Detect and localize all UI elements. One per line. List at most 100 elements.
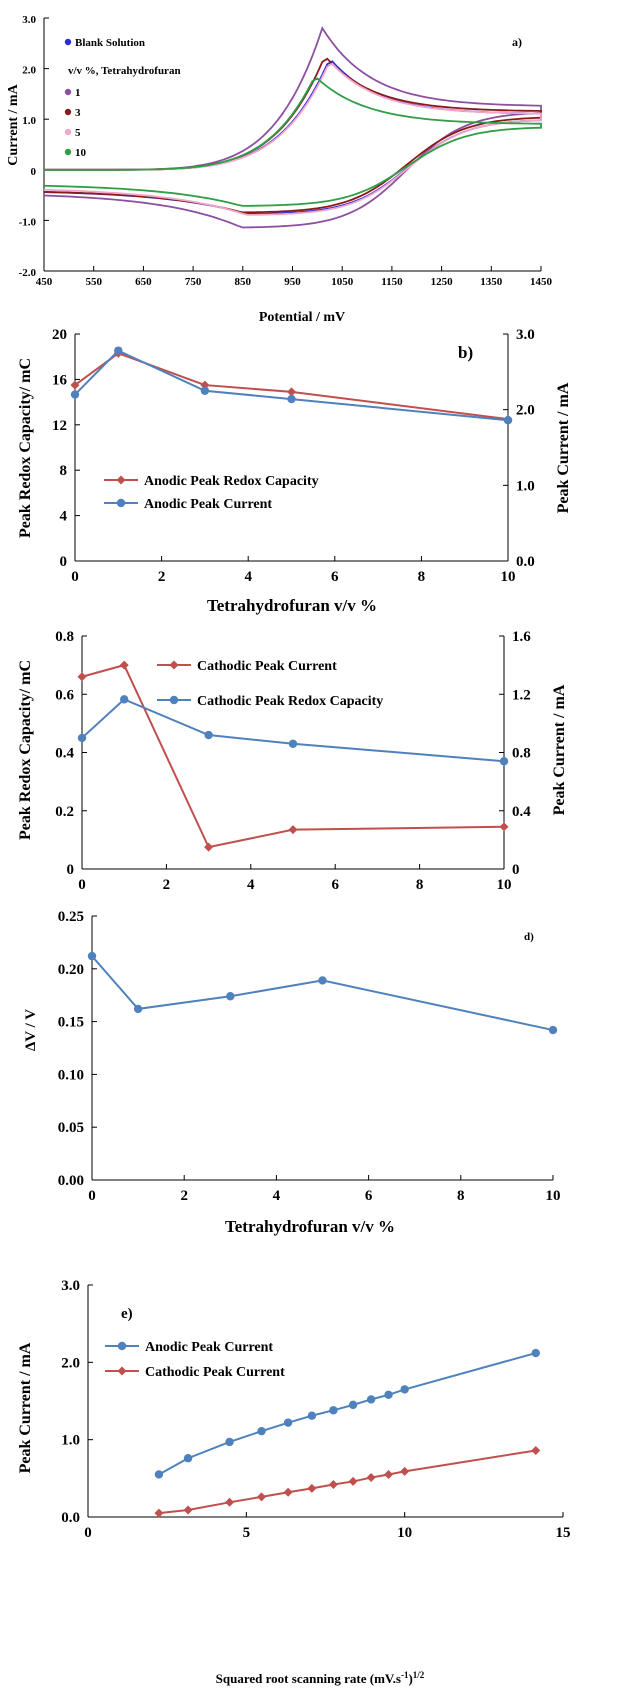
y-tick-label: 0.20	[58, 962, 84, 978]
legend-marker	[64, 88, 72, 96]
x-tick-label: 2	[180, 1188, 188, 1204]
x-tick-label: 0	[88, 1188, 96, 1204]
data-point	[225, 1437, 234, 1447]
voltammogram-curve	[43, 62, 542, 216]
data-point	[283, 1418, 293, 1427]
data-point	[200, 386, 210, 395]
legend-label: 3	[75, 107, 81, 119]
panel-label: a)	[512, 35, 522, 49]
legend-label: Anodic Peak Current	[144, 497, 272, 512]
data-point	[120, 695, 129, 704]
legend-label: Anodic Peak Current	[145, 1340, 273, 1355]
data-point	[154, 1470, 164, 1479]
panel-label: b)	[458, 343, 473, 362]
x-tick-label: 0	[84, 1525, 92, 1541]
x-axis-title: Squared root scanning rate (mV.s-1)1/2	[216, 1670, 425, 1686]
x-tick-label: 0	[71, 569, 79, 585]
y2-tick-label: 1.6	[512, 629, 531, 645]
legend-label: 1	[75, 87, 81, 99]
delta-v-chart: 0 2 4 6 8 10 0.00 0.05 0.10 0.15 0.20 0.25 d) ΔV / V T…	[23, 909, 561, 1236]
data-point	[531, 1445, 541, 1455]
data-point	[328, 1480, 338, 1490]
y-tick-label: 0.4	[55, 746, 74, 762]
voltammogram-curve	[43, 60, 542, 215]
legend-label: Cathodic Peak Current	[197, 659, 337, 674]
legend-marker	[169, 695, 179, 705]
x-tick-label: 550	[85, 276, 102, 288]
data-point	[70, 390, 80, 399]
axis-title-part: )	[408, 1671, 412, 1686]
y-axis-title: Peak Current / mA	[17, 1342, 34, 1473]
x-tick-label: 950	[284, 276, 301, 288]
y-tick-label: 4	[60, 509, 68, 525]
data-point	[77, 733, 87, 743]
y-tick-label: 0.25	[58, 909, 84, 925]
y-axis-title: Current / mA	[6, 83, 21, 165]
voltammogram-curve	[43, 77, 542, 207]
data-point	[183, 1454, 193, 1463]
data-point	[283, 1487, 293, 1497]
y-tick-label: -1.0	[19, 216, 37, 228]
x-tick-label: 4	[244, 569, 252, 585]
axis-title-superscript: -1	[401, 1670, 409, 1680]
legend-label: Blank Solution	[75, 37, 145, 49]
y-tick-label: 2.0	[61, 1355, 80, 1371]
y-tick-label: 0.2	[55, 804, 74, 820]
x-tick-label: 4	[273, 1188, 281, 1204]
data-point	[226, 992, 235, 1001]
x-tick-label: 650	[135, 276, 152, 288]
y-tick-label: 3.0	[61, 1278, 80, 1294]
y-axis-title: Peak Redox Capacity/ mC	[17, 358, 34, 538]
y-tick-label: 0.00	[58, 1173, 84, 1189]
x-tick-label: 1150	[381, 276, 403, 288]
data-point	[257, 1492, 267, 1502]
y2-tick-label: 0.4	[512, 804, 531, 820]
legend-label: Anodic Peak Redox Capacity	[144, 474, 319, 489]
data-point	[499, 822, 509, 832]
data-point	[287, 387, 296, 397]
data-point	[288, 825, 298, 835]
y2-tick-label: 2.0	[516, 403, 535, 419]
x-tick-label: 850	[235, 276, 252, 288]
y-tick-label: 8	[60, 463, 68, 479]
y-tick-label: 0.10	[58, 1067, 84, 1083]
x-axis-title: Tetrahydrofuran v/v %	[207, 596, 377, 615]
cyclic-voltammetry-chart: 450 550 650 750 850 950 1050 1150 1250 1350 1450-2…	[6, 14, 553, 325]
x-tick-label: 2	[158, 569, 166, 585]
y2-tick-label: 0	[512, 862, 520, 878]
data-point	[133, 1004, 143, 1014]
data-point	[87, 951, 97, 961]
x-tick-label: 1350	[480, 276, 503, 288]
y-tick-label: -2.0	[19, 267, 37, 279]
legend-label: Cathodic Peak Redox Capacity	[197, 694, 383, 709]
series-line	[74, 352, 509, 421]
chart-a-panel: 450 550 650 750 850 950 1050 1150 1250 1350 1450 -2…	[0, 0, 617, 330]
data-point	[288, 739, 298, 748]
legend-title: v/v %, Tetrahydrofuran	[68, 65, 181, 77]
x-tick-label: 10	[397, 1525, 412, 1541]
data-point	[384, 1390, 393, 1400]
x-tick-label: 750	[185, 276, 202, 288]
data-point	[307, 1483, 317, 1493]
legend-marker	[64, 108, 72, 116]
y2-tick-label: 0.0	[516, 554, 535, 570]
x-tick-label: 4	[247, 877, 255, 893]
y2-tick-label: 1.2	[512, 687, 531, 703]
x-tick-label: 1250	[431, 276, 454, 288]
legend-label: 10	[75, 147, 87, 159]
axis-title-superscript: 1/2	[413, 1670, 425, 1680]
y2-tick-label: 1.0	[516, 478, 535, 494]
legend-marker	[169, 660, 179, 670]
x-tick-label: 1450	[530, 276, 553, 288]
data-point	[503, 416, 513, 425]
data-point	[329, 1406, 338, 1415]
y-axis-title: Peak Redox Capacity/ mC	[17, 660, 34, 840]
voltammogram-curve	[43, 26, 542, 229]
data-point	[384, 1469, 394, 1479]
data-point	[77, 672, 87, 682]
y-tick-label: 0	[60, 554, 68, 570]
y-tick-label: 16	[52, 372, 68, 388]
legend-marker	[64, 128, 72, 136]
data-point	[348, 1476, 358, 1486]
series-line	[158, 1449, 536, 1515]
